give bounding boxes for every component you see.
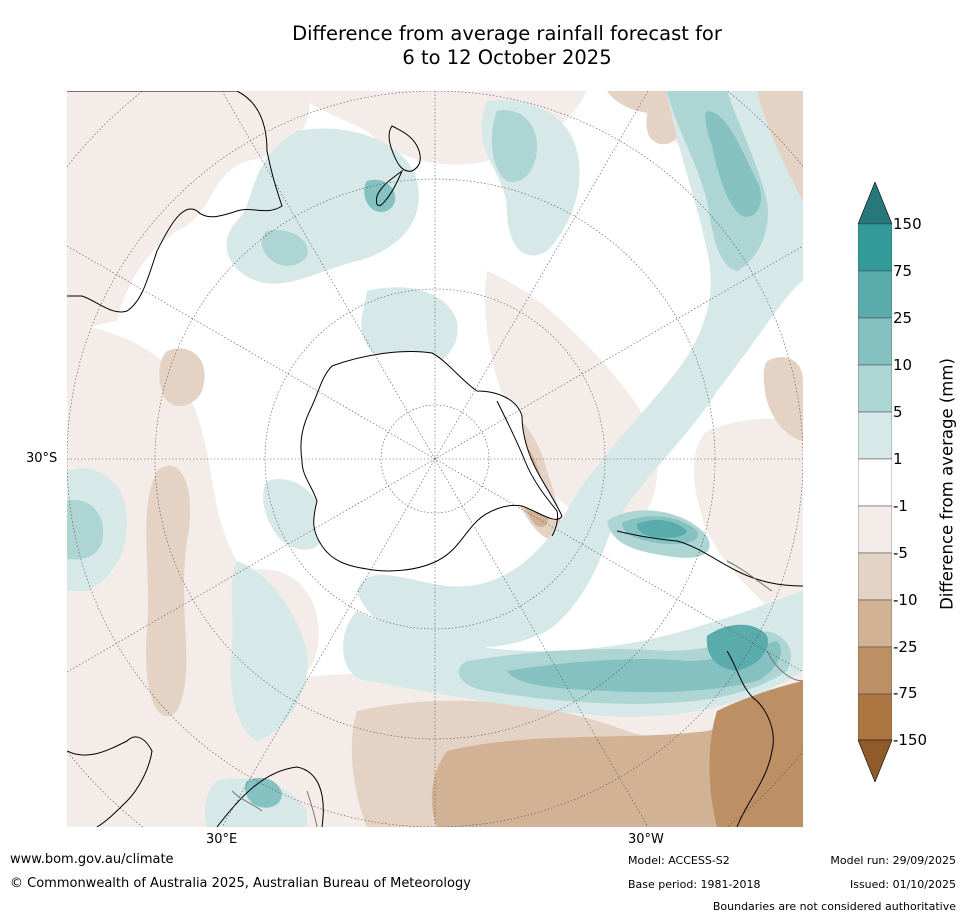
colorbar-tick-label: -10 (893, 591, 918, 609)
base-period-info: Base period: 1981-2018 (628, 878, 761, 891)
anomaly-region-wet-strong (705, 111, 762, 217)
anomaly-region-wet-moderate (261, 230, 308, 266)
colorbar-tick-label: 1 (893, 450, 903, 468)
colorbar-band-m1-1 (858, 458, 892, 507)
anomaly-region-wet-light (357, 91, 803, 648)
anomaly-region-wet-light (361, 287, 458, 371)
country-boundary (726, 560, 803, 682)
colorbar-band-25-75 (858, 270, 892, 319)
colorbar-extend-top (858, 182, 892, 225)
anomaly-region-dry-strong (709, 681, 803, 827)
longitude-label-30w: 30°W (628, 832, 664, 847)
anomaly-region-wet-strong (507, 641, 781, 693)
south-america-outline (616, 530, 803, 827)
anomaly-region-wet-strong (364, 179, 396, 213)
issued-date: Issued: 01/10/2025 (849, 878, 956, 891)
colorbar-tick-label: -75 (893, 684, 918, 702)
colorbar-tick-label: -1 (893, 497, 908, 515)
graticule (67, 91, 803, 827)
anomaly-region-dry-strong (431, 691, 803, 827)
anomaly-region-wet-light (230, 561, 308, 741)
colorbar-band-5-10 (858, 364, 892, 413)
colorbar-band-m75-m25 (858, 646, 892, 695)
longitude-label-30e: 30°E (206, 832, 238, 847)
anomaly-region-wet-moderate (67, 500, 104, 560)
colorbar-tick-label: 150 (893, 215, 922, 233)
colorbar-band-10-25 (858, 317, 892, 366)
anomaly-region-dry-light (693, 418, 803, 631)
anomaly-region-wet-light (262, 479, 327, 550)
anomaly-region-wet-strong (706, 624, 768, 671)
title-line-1: Difference from average rainfall forecas… (292, 22, 722, 45)
colorbar-tick-label: 75 (893, 262, 913, 280)
anomaly-region-dry-moderate (146, 465, 191, 717)
colorbar-title: Difference from average (mm) (937, 358, 957, 610)
africa-outline (67, 736, 324, 827)
rainfall-map (67, 91, 803, 827)
website-link[interactable]: www.bom.gov.au/climate (10, 852, 174, 867)
anomaly-region-wet-strong (244, 777, 282, 808)
model-run-date: Model run: 29/09/2025 (830, 854, 956, 867)
colorbar-band-m10-m5 (858, 552, 892, 601)
anomaly-region-wet-moderate (667, 91, 768, 271)
colorbar-extend-bottom (858, 739, 892, 782)
colorbar-tick-label: 25 (893, 309, 913, 327)
anomaly-region-dry-moderate (159, 348, 205, 406)
latitude-label: 30°S (26, 451, 58, 466)
colorbar-band-1-5 (858, 411, 892, 460)
model-info: Model: ACCESS-S2 (628, 854, 730, 867)
title-line-2: 6 to 12 October 2025 (402, 46, 612, 69)
anomaly-region-wet-strong (637, 520, 687, 538)
copyright-notice: © Commonwealth of Australia 2025, Austra… (10, 876, 471, 891)
country-boundary (231, 790, 318, 827)
anomaly-region-dry-light (67, 91, 310, 331)
australia-outline (67, 91, 283, 313)
antarctic-peninsula (496, 400, 558, 537)
colorbar-tick-label: -25 (893, 638, 918, 656)
colorbar-band-m5-m1 (858, 505, 892, 554)
colorbar-tick-label: -150 (893, 731, 928, 749)
colorbar-band-75-150 (858, 223, 892, 272)
anomaly-region-dry-moderate (763, 357, 803, 441)
colorbar-tick-label: -5 (893, 544, 908, 562)
map-title: Difference from average rainfall forecas… (0, 22, 965, 70)
new-zealand-outline (376, 125, 421, 207)
boundaries-disclaimer: Boundaries are not considered authoritat… (712, 900, 956, 913)
colorbar-tick-label: 10 (893, 356, 913, 374)
anomaly-region-dry-moderate (646, 103, 680, 145)
colorbar-band-m150-m75 (858, 693, 892, 741)
colorbar-tick-label: 5 (893, 403, 903, 421)
colorbar (858, 182, 892, 782)
map-canvas (67, 91, 803, 827)
anomaly-region-wet-moderate (491, 110, 537, 182)
colorbar-band-m25-m10 (858, 599, 892, 648)
